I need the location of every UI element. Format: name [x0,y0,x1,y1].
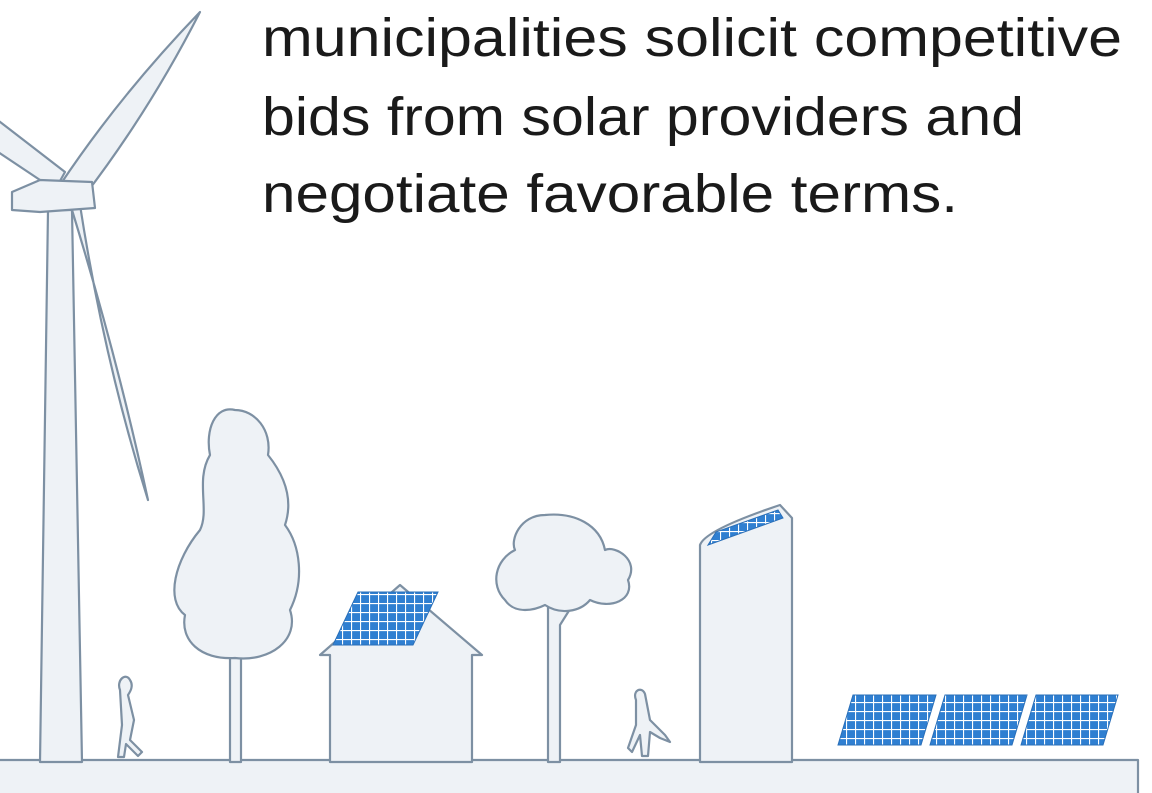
solar-panel [930,695,1027,745]
caption-line: municipalities solicit competitive [262,8,1122,68]
wind-turbine [0,12,200,762]
ground [0,760,1138,793]
tree [174,409,299,762]
person [628,690,670,756]
caption-line: bids from solar providers and [262,87,1024,147]
caption-line: negotiate favorable terms. [262,164,958,224]
building [700,505,792,762]
house [320,585,482,762]
solar-panel [1021,695,1118,745]
page: municipalities solicit competitive bids … [0,0,1152,793]
tree [496,515,631,762]
person [118,677,142,757]
solar-panel [838,695,936,745]
illustration: municipalities solicit competitive bids … [0,0,1152,793]
